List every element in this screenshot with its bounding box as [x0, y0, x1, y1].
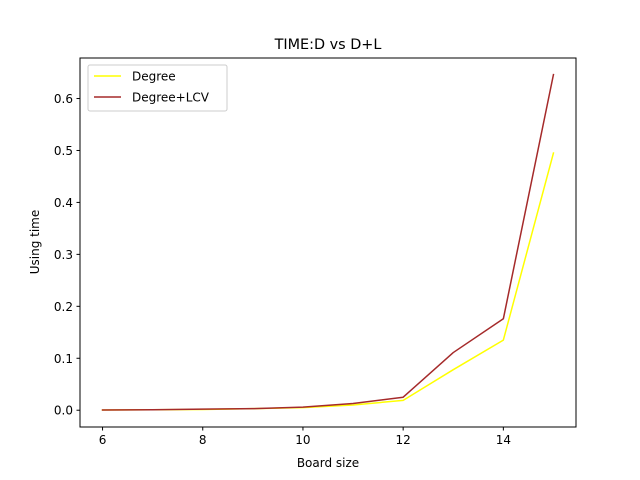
series-line-degree-lcv — [101, 73, 555, 411]
y-tick-label: 0.0 — [54, 404, 73, 418]
x-tick-label: 8 — [199, 433, 207, 447]
x-axis-label: Board size — [297, 456, 359, 470]
legend-box — [87, 64, 228, 112]
plot-frame — [79, 57, 577, 428]
x-tick-label: 12 — [396, 433, 411, 447]
y-tick-label: 0.3 — [54, 248, 73, 262]
x-axis: 6 8 10 12 14 — [99, 427, 511, 447]
x-tick-label: 6 — [99, 433, 107, 447]
plot-area — [101, 73, 555, 411]
chart-title: TIME:D vs D+L — [274, 37, 382, 53]
x-tick-label: 10 — [295, 433, 310, 447]
y-axis: 0.0 0.1 0.2 0.3 0.4 0.5 0.6 — [54, 92, 80, 418]
y-tick-label: 0.2 — [54, 300, 73, 314]
legend-entry: Degree+LCV — [132, 91, 210, 105]
series-line-degree — [101, 152, 555, 411]
y-tick-label: 0.1 — [54, 352, 73, 366]
y-axis-label: Using time — [28, 210, 42, 275]
y-tick-label: 0.4 — [54, 196, 73, 210]
legend-entry: Degree — [132, 70, 176, 84]
legend: Degree Degree+LCV — [87, 64, 228, 112]
y-tick-label: 0.5 — [54, 144, 73, 158]
y-tick-label: 0.6 — [54, 92, 73, 106]
x-tick-label: 14 — [496, 433, 511, 447]
